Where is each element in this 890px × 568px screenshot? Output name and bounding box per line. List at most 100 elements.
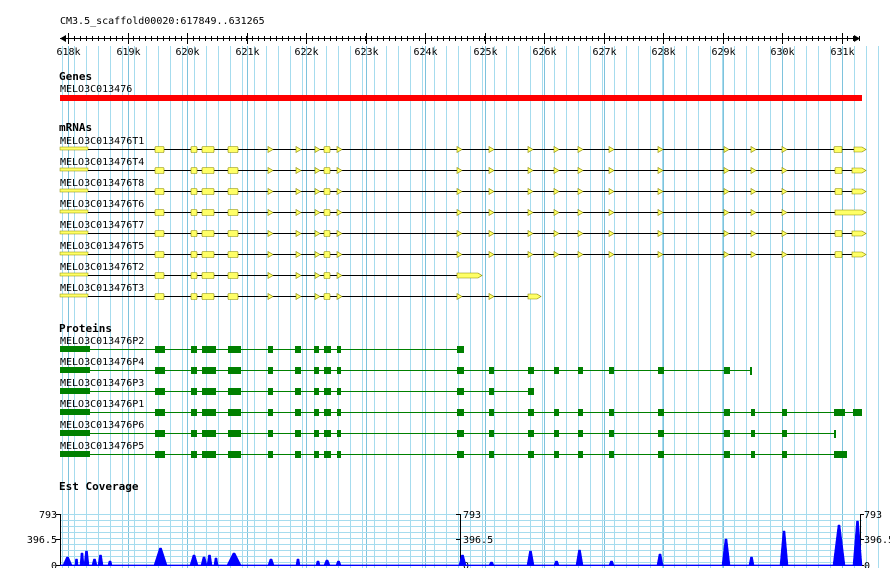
mrna-exon: [781, 229, 788, 238]
protein-block: [228, 451, 241, 458]
mrna-exon: [781, 250, 788, 259]
protein-block: [457, 346, 464, 353]
mrna-row: MELO3C013476T7: [59, 220, 867, 238]
protein-block: [191, 367, 197, 374]
mrna-exon: [314, 229, 321, 238]
protein-block: [782, 451, 787, 458]
mrna-exon: [336, 187, 343, 196]
protein-block: [295, 451, 301, 458]
grid-lines: [60, 46, 879, 568]
mrna-label: MELO3C013476T6: [60, 199, 144, 210]
mrna-exon: [781, 166, 788, 175]
protein-block: [191, 451, 197, 458]
protein-label: MELO3C013476P4: [60, 357, 144, 368]
mrna-exon: [657, 187, 664, 196]
protein-block: [228, 409, 241, 416]
mrna-exon: [834, 188, 843, 195]
protein-block: [60, 451, 90, 457]
coverage-title: Est Coverage: [59, 480, 139, 493]
protein-block: [202, 430, 216, 437]
protein-block: [202, 346, 216, 353]
mrna-exon: [723, 166, 730, 175]
mrna-exon: [657, 145, 664, 154]
mrna-exon: [577, 250, 584, 259]
protein-block: [191, 346, 197, 353]
ruler-tick-label: 627k: [592, 47, 616, 58]
mrna-row: MELO3C013476T4: [59, 157, 867, 175]
mrna-exon: [154, 209, 165, 216]
ruler-tick-label: 621k: [235, 47, 259, 58]
protein-block: [554, 367, 559, 374]
protein-block: [268, 409, 273, 416]
coverage-scale-label: 396.5: [864, 535, 890, 546]
mrna-exon: [295, 271, 302, 280]
mrnas-title: mRNAs: [59, 121, 92, 134]
protein-block: [528, 409, 534, 416]
mrna-exon: [553, 208, 560, 217]
mrna-exon: [323, 167, 331, 174]
coverage-scale-label: 0: [864, 561, 870, 568]
mrna-exon: [834, 230, 843, 237]
mrna-exon: [314, 292, 321, 301]
mrna-exon: [853, 146, 867, 153]
mrna-exon: [295, 145, 302, 154]
mrna-exon: [323, 209, 331, 216]
protein-block: [528, 367, 534, 374]
mrna-exon: [314, 208, 321, 217]
protein-block: [324, 367, 331, 374]
coverage-scale-label: 793: [463, 510, 481, 521]
ruler-tick-label: 628k: [651, 47, 675, 58]
mrna-exon: [227, 146, 239, 153]
mrna-exon: [314, 250, 321, 259]
ruler-right-arrow: [854, 35, 860, 42]
protein-block: [489, 451, 494, 458]
protein-block: [202, 367, 216, 374]
protein-block: [314, 388, 319, 395]
protein-block: [337, 346, 341, 353]
protein-block: [60, 388, 90, 394]
mrna-exon: [488, 229, 495, 238]
mrna-label: MELO3C013476T7: [60, 220, 144, 231]
mrna-exon: [553, 145, 560, 154]
mrna-exon: [851, 230, 867, 237]
mrna-utr: [59, 230, 89, 235]
protein-block: [191, 388, 197, 395]
ruler-tick-label: 618k: [56, 47, 80, 58]
mrna-label: MELO3C013476T3: [60, 283, 144, 294]
coverage-scale-label: 793: [864, 510, 882, 521]
protein-block: [202, 388, 216, 395]
mrna-exon: [553, 250, 560, 259]
mrna-exon: [723, 187, 730, 196]
mrna-exon: [201, 251, 215, 258]
mrna-exon: [336, 271, 343, 280]
protein-block: [60, 430, 90, 436]
coverage-scale-label: 793: [39, 510, 57, 521]
protein-block: [782, 409, 787, 416]
protein-block: [228, 430, 241, 437]
mrna-exon: [527, 166, 534, 175]
mrna-exon: [657, 250, 664, 259]
mrna-exon: [750, 166, 757, 175]
protein-label: MELO3C013476P2: [60, 336, 144, 347]
protein-block: [751, 409, 755, 416]
mrna-exon: [201, 188, 215, 195]
protein-block: [457, 409, 464, 416]
protein-block: [155, 346, 165, 353]
mrna-exon: [488, 166, 495, 175]
mrna-exon: [267, 292, 274, 301]
protein-block: [554, 409, 559, 416]
mrna-exon: [456, 229, 463, 238]
mrna-exon: [851, 167, 867, 174]
ruler-tick-label: 626k: [532, 47, 556, 58]
proteins-track: Proteins MELO3C013476P2 MELO3C013476P4 MEL…: [59, 322, 862, 458]
protein-block: [609, 430, 614, 437]
mrna-row: MELO3C013476T8: [59, 178, 867, 196]
protein-block: [324, 451, 331, 458]
mrna-exon: [608, 229, 615, 238]
mrna-utr: [59, 293, 89, 298]
mrna-exon: [750, 145, 757, 154]
mrna-exon: [314, 145, 321, 154]
mrna-exon: [781, 187, 788, 196]
protein-label: MELO3C013476P1: [60, 399, 144, 410]
